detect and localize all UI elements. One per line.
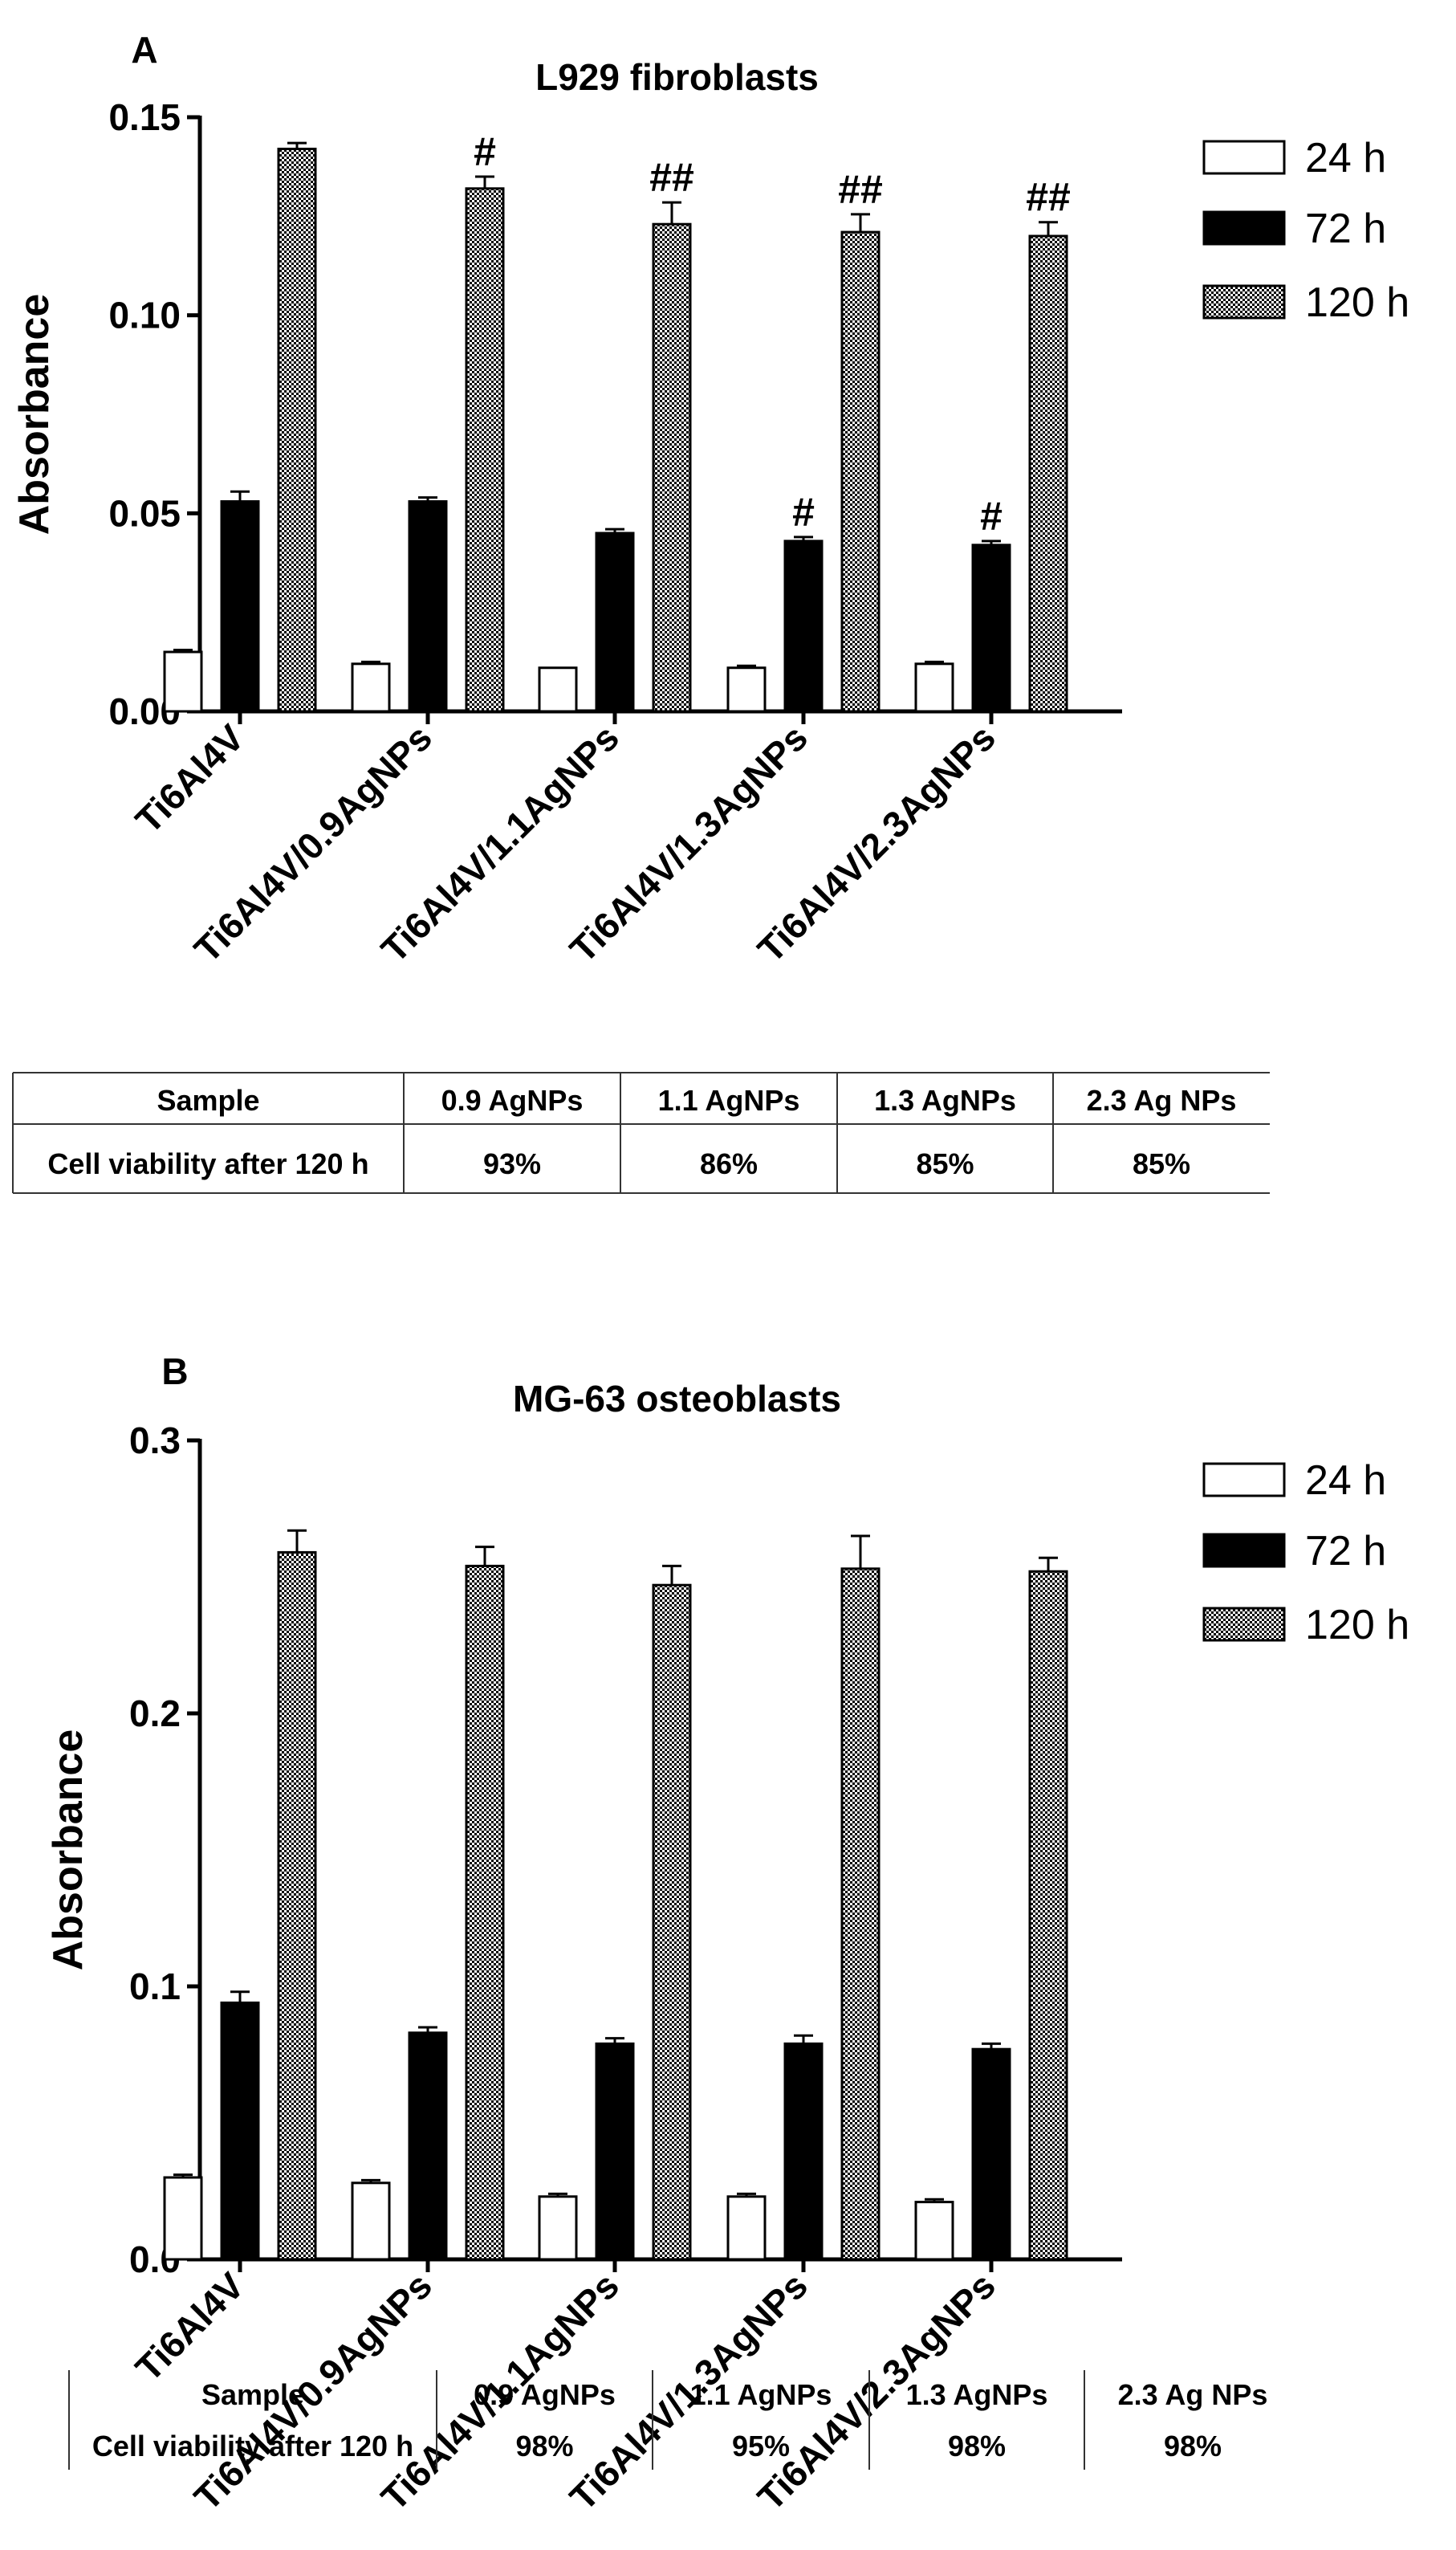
y-tick-label: 0.3 [129,1420,181,1461]
bar-120h [1028,1570,1068,2261]
bar-24h [914,2201,954,2261]
bar-24h [538,666,578,713]
legend-swatch-24h [1202,1462,1286,1497]
legend-swatch-72h [1202,210,1286,246]
bar-24h [726,666,767,713]
table-value-cell: 93% [483,1147,541,1180]
bar-120h [840,1567,881,2261]
bar-24h [726,2195,767,2261]
significance-mark: ## [649,155,694,200]
table-value-cell: 98% [948,2430,1006,2462]
table-header-cell: 1.1 AgNPs [658,1084,800,1117]
legend-label-24h: 24 h [1305,135,1386,181]
viability-table: Sample 0.9 AgNPs 1.1 AgNPs 1.3 AgNPs 2.3 Ag … [12,1072,1270,1194]
bar-120h [840,230,881,713]
table-header-cell: 0.9 AgNPs [474,2378,616,2411]
table-header-cell: Sample [201,2378,304,2411]
legend-label-72h: 72 h [1305,1528,1386,1574]
y-tick-label: 0.2 [129,1693,181,1734]
bar-72h [783,2042,824,2261]
legend-swatch-120h [1202,284,1286,320]
legend-swatch-72h [1202,1533,1286,1568]
significance-mark: ## [1026,175,1071,220]
bar-24h [163,650,203,713]
table-value-cell: 85% [916,1147,974,1180]
x-tick-label: Ti6Al4V [128,716,253,841]
bar-72h [595,532,635,713]
y-tick-label: 0.15 [108,96,181,138]
significance-mark: # [980,494,1003,539]
bar-72h [220,500,260,713]
legend-label-24h: 24 h [1305,1457,1386,1504]
table-value-cell: Cell viability after 120 h [47,1147,368,1180]
bar-24h [351,2181,391,2261]
legend-label-120h: 120 h [1305,1602,1409,1648]
chart-title: MG-63 osteoblasts [513,1378,841,1420]
y-tick-label: 0.05 [108,492,181,534]
bar-120h [465,1564,505,2261]
panel-letter: B [161,1350,188,1392]
legend-label-72h: 72 h [1305,206,1386,252]
legend-swatch-24h [1202,140,1286,175]
y-axis-label: Absorbance [45,1729,92,1971]
panel-letter: A [131,29,157,71]
bar-72h [783,540,824,713]
y-tick-label: 0.1 [129,1965,181,2007]
bar-24h [914,662,954,713]
x-tick-label: Ti6Al4V [128,2264,253,2389]
chart-title: L929 fibroblasts [535,56,819,98]
bar-120h [1028,234,1068,713]
table-value-cell: Cell viability after 120 h [92,2430,413,2462]
table-value-cell: 98% [1164,2430,1222,2462]
legend-label-120h: 120 h [1305,279,1409,326]
table-header-cell: 1.3 AgNPs [874,1084,1016,1117]
significance-mark: ## [838,167,883,212]
bar-120h [652,1583,692,2261]
bar-72h [408,500,448,713]
bar-72h [408,2031,448,2261]
bar-72h [595,2042,635,2261]
y-tick-label: 0.10 [108,295,181,336]
bar-24h [351,662,391,713]
bar-24h [163,2176,203,2261]
significance-mark: # [792,490,815,535]
table-header-cell: 2.3 Ag NPs [1087,1084,1237,1117]
table-header-cell: 2.3 Ag NPs [1118,2378,1268,2411]
bar-120h [465,187,505,713]
table-value-cell: 95% [732,2430,790,2462]
significance-mark: # [474,129,496,174]
viability-table: Sample 0.9 AgNPs 1.1 AgNPs 1.3 AgNPs 2.3 Ag … [68,2370,1268,2470]
bar-120h [652,222,692,713]
y-axis-label: Absorbance [11,294,58,536]
bar-24h [538,2195,578,2261]
bar-120h [277,1550,317,2261]
legend-swatch-120h [1202,1607,1286,1642]
table-value-cell: 98% [515,2430,573,2462]
table-header-cell: 1.3 AgNPs [906,2378,1048,2411]
bar-72h [971,2047,1011,2261]
bar-72h [971,544,1011,713]
table-header-cell: Sample [157,1084,259,1117]
table-header-cell: 1.1 AgNPs [690,2378,832,2411]
table-value-cell: 85% [1133,1147,1190,1180]
table-value-cell: 86% [700,1147,758,1180]
table-header-cell: 0.9 AgNPs [441,1084,584,1117]
bar-120h [277,147,317,713]
bar-72h [220,2001,260,2261]
